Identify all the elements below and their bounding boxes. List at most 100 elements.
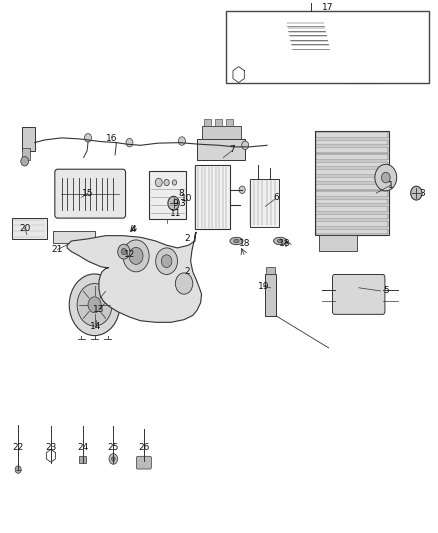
FancyBboxPatch shape — [55, 169, 126, 218]
Bar — [266, 266, 275, 274]
Circle shape — [175, 273, 193, 294]
Circle shape — [77, 284, 112, 326]
Circle shape — [164, 179, 169, 185]
Text: 10: 10 — [180, 194, 192, 203]
Bar — [226, 11, 428, 83]
Bar — [316, 162, 388, 167]
Text: 3: 3 — [419, 189, 425, 198]
Circle shape — [85, 134, 92, 142]
Bar — [226, 119, 233, 126]
Text: 14: 14 — [90, 321, 102, 330]
FancyBboxPatch shape — [332, 274, 385, 314]
Bar — [21, 127, 35, 151]
Text: 15: 15 — [82, 189, 94, 198]
Circle shape — [109, 454, 118, 464]
Bar — [12, 217, 46, 239]
Text: 22: 22 — [13, 443, 24, 452]
Circle shape — [112, 457, 115, 461]
Bar — [316, 132, 388, 138]
Ellipse shape — [234, 239, 239, 243]
Circle shape — [118, 244, 130, 259]
Bar — [316, 229, 388, 234]
Bar — [197, 139, 245, 160]
Circle shape — [239, 186, 245, 193]
Ellipse shape — [230, 237, 243, 245]
Circle shape — [69, 274, 120, 336]
Circle shape — [411, 186, 422, 200]
Bar — [316, 191, 388, 197]
Text: 11: 11 — [170, 209, 181, 218]
Circle shape — [155, 248, 177, 274]
Polygon shape — [67, 232, 201, 322]
Ellipse shape — [163, 281, 179, 289]
Circle shape — [129, 247, 143, 264]
Bar — [79, 456, 86, 463]
Bar — [316, 169, 388, 175]
Circle shape — [258, 59, 262, 64]
Circle shape — [284, 67, 294, 80]
Text: 19: 19 — [258, 282, 269, 291]
Bar — [149, 171, 186, 219]
Ellipse shape — [252, 54, 278, 70]
Text: 13: 13 — [93, 304, 105, 313]
Circle shape — [15, 466, 21, 473]
Circle shape — [235, 60, 240, 66]
Circle shape — [265, 59, 269, 64]
Text: 4: 4 — [131, 225, 137, 234]
Bar — [215, 119, 222, 126]
FancyBboxPatch shape — [230, 19, 276, 50]
Circle shape — [123, 240, 149, 272]
Bar — [265, 274, 276, 316]
FancyBboxPatch shape — [345, 62, 382, 84]
Text: 7: 7 — [229, 145, 235, 154]
Text: 23: 23 — [45, 443, 57, 452]
Ellipse shape — [278, 239, 283, 243]
Ellipse shape — [274, 237, 287, 245]
Circle shape — [155, 178, 162, 187]
Polygon shape — [285, 19, 330, 51]
Circle shape — [375, 164, 397, 191]
Bar — [319, 235, 357, 251]
FancyBboxPatch shape — [248, 66, 277, 83]
Circle shape — [381, 172, 390, 183]
Text: 5: 5 — [383, 286, 389, 295]
Bar — [195, 165, 230, 229]
Bar — [204, 119, 211, 126]
Circle shape — [126, 139, 133, 147]
Text: 16: 16 — [106, 134, 118, 143]
Bar — [316, 176, 388, 182]
Circle shape — [178, 137, 185, 146]
Bar — [316, 147, 388, 152]
Bar — [315, 131, 389, 235]
Bar — [316, 221, 388, 227]
Text: 18: 18 — [279, 239, 290, 248]
Text: 26: 26 — [138, 443, 150, 452]
Bar — [316, 206, 388, 212]
FancyBboxPatch shape — [137, 456, 151, 469]
Bar — [316, 214, 388, 219]
Circle shape — [242, 141, 249, 150]
FancyBboxPatch shape — [348, 45, 383, 71]
Bar — [316, 140, 388, 145]
Text: 18: 18 — [239, 239, 250, 248]
Bar — [21, 149, 30, 160]
Text: 12: 12 — [124, 251, 135, 260]
Text: 20: 20 — [19, 224, 30, 233]
Text: 9: 9 — [173, 199, 178, 208]
Circle shape — [172, 180, 177, 185]
Text: 2: 2 — [185, 268, 191, 276]
Text: 3: 3 — [179, 199, 185, 208]
Text: 2: 2 — [185, 235, 191, 244]
Circle shape — [231, 54, 245, 71]
Circle shape — [121, 248, 127, 255]
Bar — [316, 155, 388, 160]
Circle shape — [21, 157, 28, 166]
Bar — [201, 126, 241, 139]
Text: 25: 25 — [108, 443, 119, 452]
FancyBboxPatch shape — [253, 70, 267, 78]
Bar — [53, 231, 95, 243]
Circle shape — [287, 71, 290, 76]
Bar — [316, 199, 388, 205]
Circle shape — [168, 196, 179, 210]
Text: 6: 6 — [273, 193, 279, 202]
